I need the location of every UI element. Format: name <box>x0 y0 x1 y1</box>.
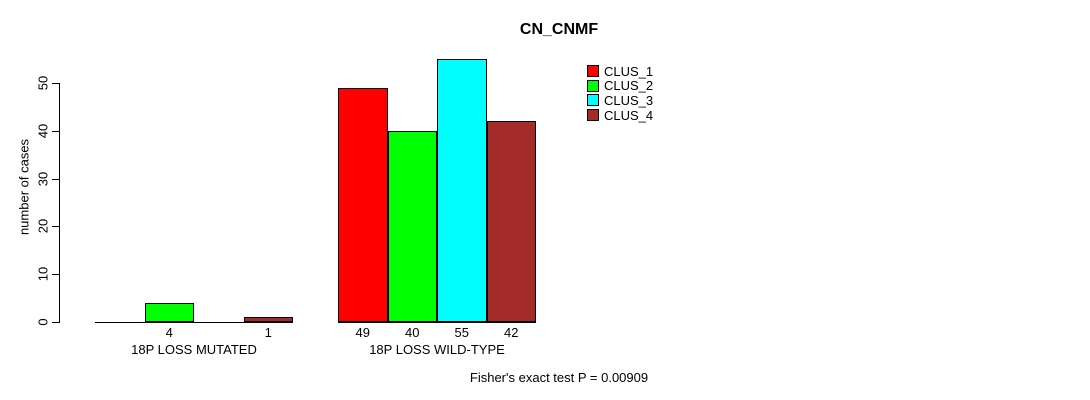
y-tick <box>52 83 59 84</box>
chart-title: CN_CNMF <box>519 21 599 38</box>
y-tick-label: 30 <box>35 171 51 186</box>
y-tick <box>52 130 59 132</box>
legend-label: CLUS_1 <box>604 63 654 79</box>
legend-swatch <box>587 65 599 78</box>
legend-item: CLUS_3 <box>587 93 653 108</box>
bar <box>437 59 487 322</box>
y-tick-label: 50 <box>35 75 51 91</box>
y-axis-line <box>59 83 60 323</box>
legend-swatch <box>587 109 599 122</box>
bar-value-label: 55 <box>454 325 469 340</box>
y-tick-label: 40 <box>35 123 51 139</box>
y-tick-label: 20 <box>35 219 51 234</box>
bar-value-label: 42 <box>504 325 519 340</box>
group-label: 18P LOSS WILD-TYPE <box>369 342 505 357</box>
bar-value-label: 49 <box>355 325 370 340</box>
bar-value-label: 40 <box>405 325 420 340</box>
bar <box>338 87 388 322</box>
legend-item: CLUS_1 <box>587 64 653 79</box>
y-tick <box>52 322 59 323</box>
group-baseline <box>95 322 293 323</box>
y-tick <box>52 226 59 228</box>
bar-value-label: 1 <box>264 325 272 340</box>
bar <box>243 317 293 322</box>
legend-label: CLUS_3 <box>604 92 654 108</box>
bar <box>144 302 194 322</box>
legend: CLUS_1 CLUS_2 CLUS_3 CLUS_4 <box>587 64 653 122</box>
legend-swatch <box>587 94 599 107</box>
bar-value-label: 4 <box>165 325 173 340</box>
fisher-test-annotation: Fisher's exact test P = 0.00909 <box>469 370 649 385</box>
y-tick-label: 10 <box>35 266 51 282</box>
legend-swatch <box>587 79 599 92</box>
legend-item: CLUS_4 <box>587 108 653 123</box>
y-tick <box>52 274 59 276</box>
y-axis-label: number of cases <box>16 138 32 236</box>
group-baseline <box>338 322 536 323</box>
legend-label: CLUS_4 <box>604 107 654 123</box>
bar <box>387 130 437 322</box>
group-label: 18P LOSS MUTATED <box>131 342 257 357</box>
legend-label: CLUS_2 <box>604 78 654 94</box>
y-tick-label: 0 <box>35 318 51 326</box>
y-tick <box>52 178 59 180</box>
bar <box>486 121 536 322</box>
legend-item: CLUS_2 <box>587 79 653 94</box>
